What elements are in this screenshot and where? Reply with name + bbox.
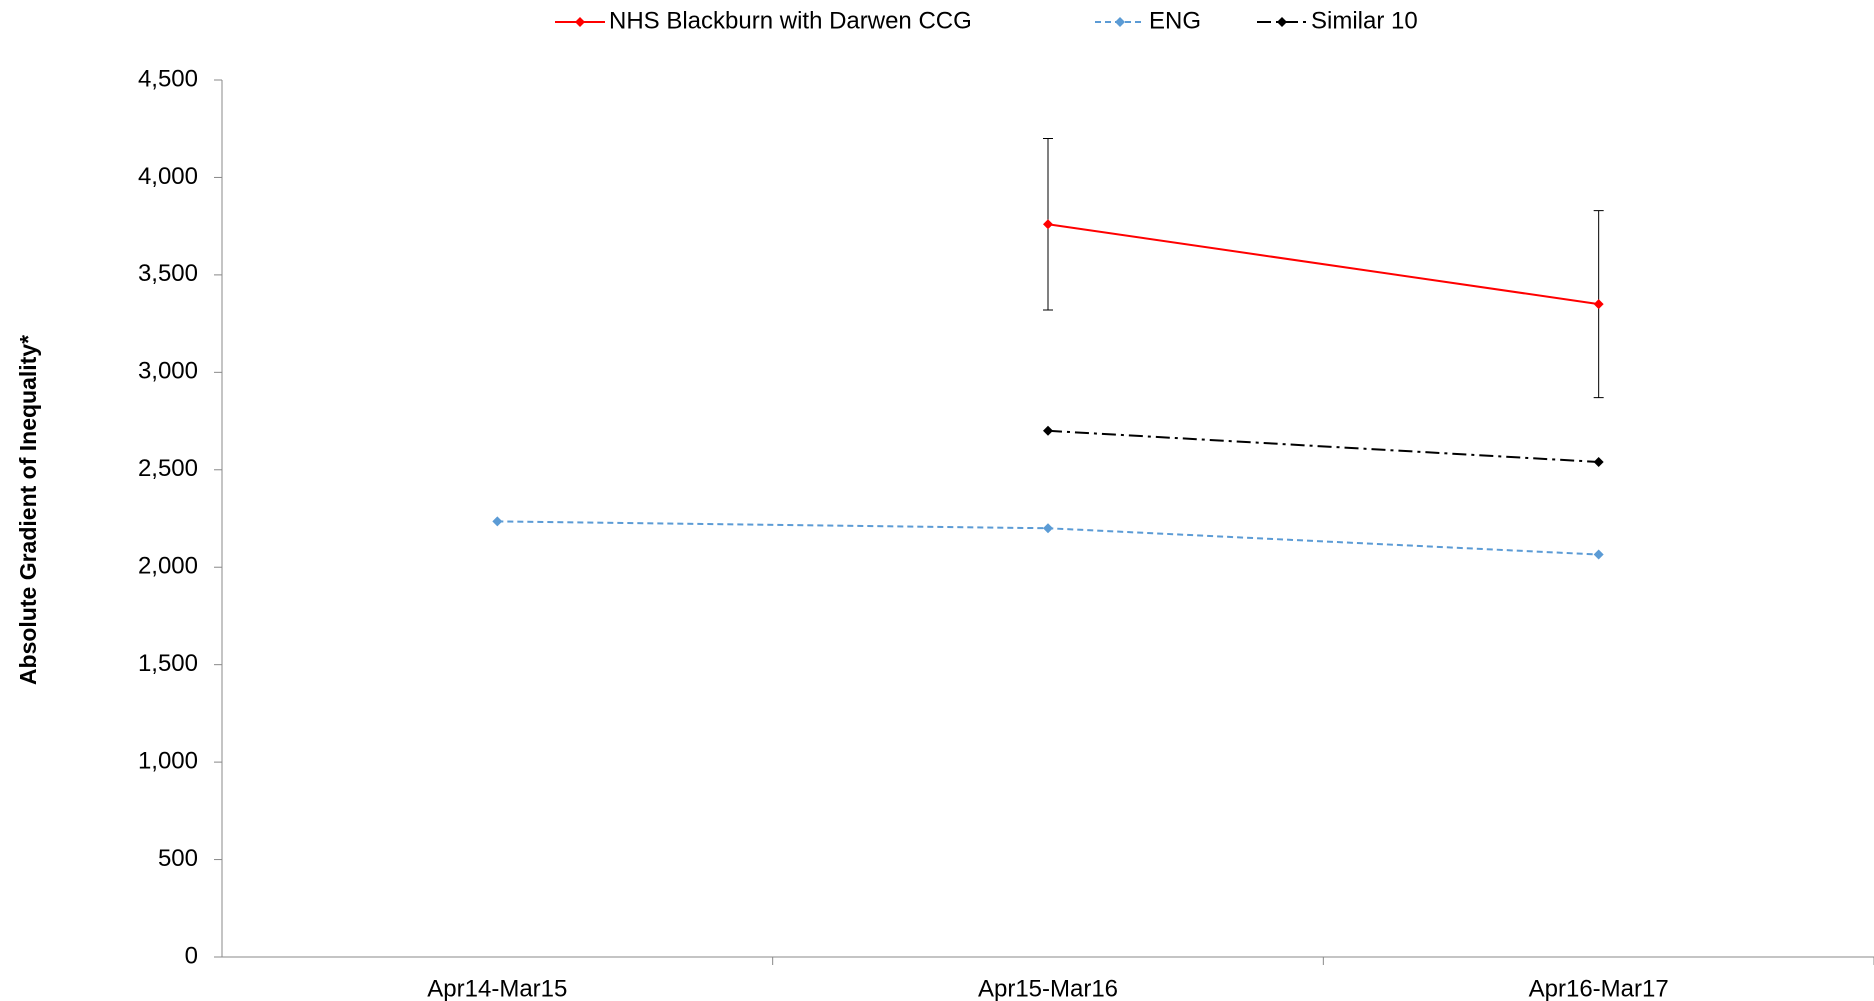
y-tick-label: 2,000 (138, 553, 198, 580)
legend-marker (1277, 17, 1287, 27)
point (1043, 219, 1053, 230)
y-tick-label: 1,000 (138, 747, 198, 774)
legend-label: Similar 10 (1311, 7, 1418, 34)
y-tick-label: 4,500 (138, 65, 198, 92)
legend-label: NHS Blackburn with Darwen CCG (609, 7, 972, 34)
x-tick-label: Apr14-Mar15 (427, 975, 567, 1001)
y-axis-label: Absolute Gradient of Inequality* (15, 335, 41, 685)
y-tick-label: 500 (158, 845, 198, 872)
point (1043, 523, 1053, 534)
point (1593, 456, 1604, 467)
point (1043, 425, 1053, 436)
y-tick-label: 3,000 (138, 358, 198, 385)
x-tick-label: Apr16-Mar17 (1529, 975, 1669, 1001)
legend-label: ENG (1149, 7, 1201, 34)
series-line (1047, 223, 1599, 306)
point (1593, 299, 1604, 310)
x-tick-label: Apr15-Mar16 (978, 975, 1118, 1001)
y-tick-label: 1,500 (138, 650, 198, 677)
point (1593, 549, 1604, 560)
point (492, 516, 503, 527)
series-line (1047, 429, 1599, 463)
y-tick-label: 2,500 (138, 455, 198, 482)
y-tick-label: 3,500 (138, 260, 198, 287)
y-tick-label: 0 (185, 942, 198, 969)
legend-marker (1115, 17, 1125, 27)
y-tick-label: 4,000 (138, 163, 198, 190)
legend-marker (575, 17, 585, 27)
